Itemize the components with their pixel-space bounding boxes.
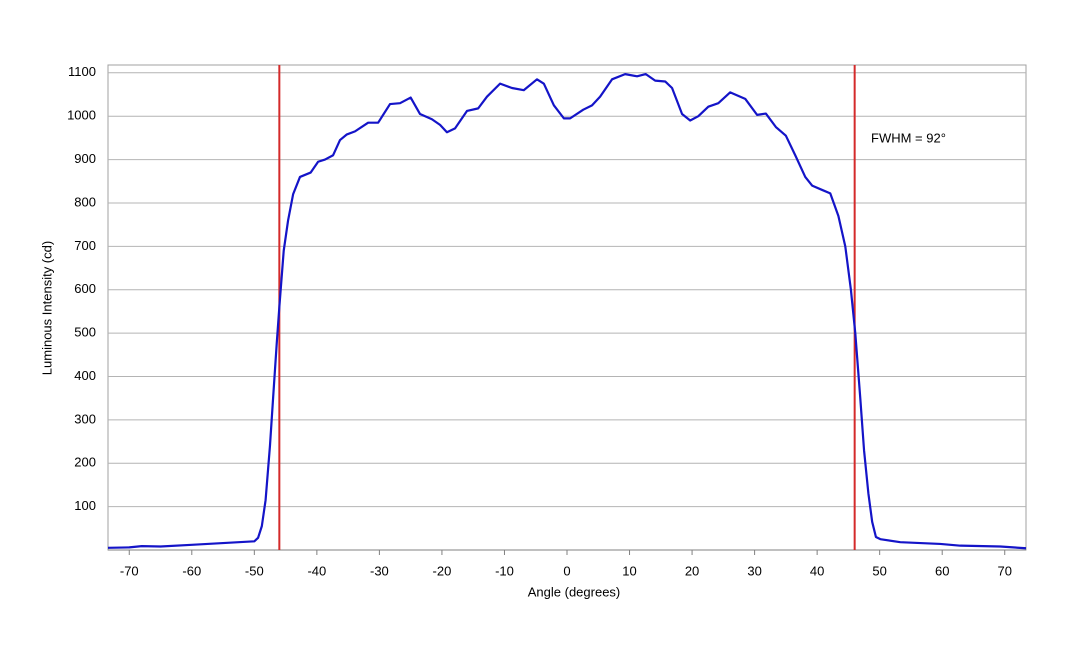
x-tick-label: 50 (872, 563, 886, 578)
data-line (107, 73, 1027, 550)
y-tick-label: 200 (74, 455, 96, 470)
y-tick-label: 800 (74, 194, 96, 209)
x-tick-label: 20 (685, 563, 699, 578)
y-tick-label: 900 (74, 151, 96, 166)
x-tick-label: -30 (370, 563, 389, 578)
x-tick-label: -60 (182, 563, 201, 578)
y-tick-label: 400 (74, 368, 96, 383)
y-tick-label: 1000 (67, 108, 96, 123)
x-tick-label: 0 (563, 563, 570, 578)
x-tick-label: -20 (433, 563, 452, 578)
y-tick-label: 300 (74, 411, 96, 426)
x-tick-label: -50 (245, 563, 264, 578)
x-tick-label: -70 (120, 563, 139, 578)
y-tick-label: 100 (74, 498, 96, 513)
x-tick-label: 30 (747, 563, 761, 578)
x-tick-label: 40 (810, 563, 824, 578)
x-tick-label: 70 (998, 563, 1012, 578)
x-tick-label: 60 (935, 563, 949, 578)
x-tick-label: -10 (495, 563, 514, 578)
x-axis-label: Angle (degrees) (528, 584, 621, 599)
y-tick-label: 500 (74, 325, 96, 340)
y-axis-label: Luminous Intensity (cd) (39, 241, 54, 375)
x-tick-label: -40 (307, 563, 326, 578)
y-tick-label: 1100 (68, 64, 96, 79)
y-tick-label: 600 (74, 281, 96, 296)
annotation: FWHM = 92° (871, 130, 946, 145)
y-tick-label: 700 (74, 238, 96, 253)
x-tick-label: 10 (622, 563, 636, 578)
